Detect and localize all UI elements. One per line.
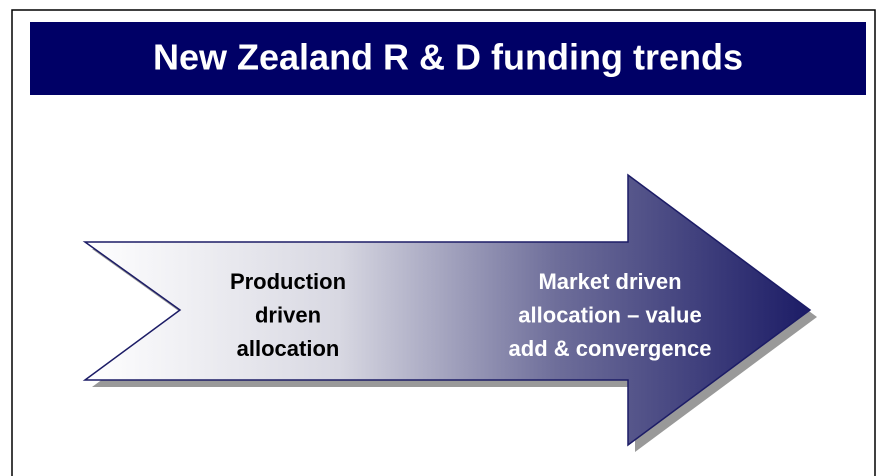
title-bar (30, 22, 866, 95)
arrow (82, 173, 812, 447)
label-line: Production (230, 269, 346, 294)
label-line: driven (255, 302, 321, 327)
label-line: allocation (237, 336, 340, 361)
label-line: add & convergence (509, 336, 712, 361)
label-line: Market driven (538, 269, 681, 294)
left-label: Production driven allocation (230, 269, 346, 361)
label-line: allocation – value (518, 302, 701, 327)
title: New Zealand R & D funding trends (153, 37, 743, 78)
right-label: Market driven allocation – value add & con… (509, 269, 712, 361)
